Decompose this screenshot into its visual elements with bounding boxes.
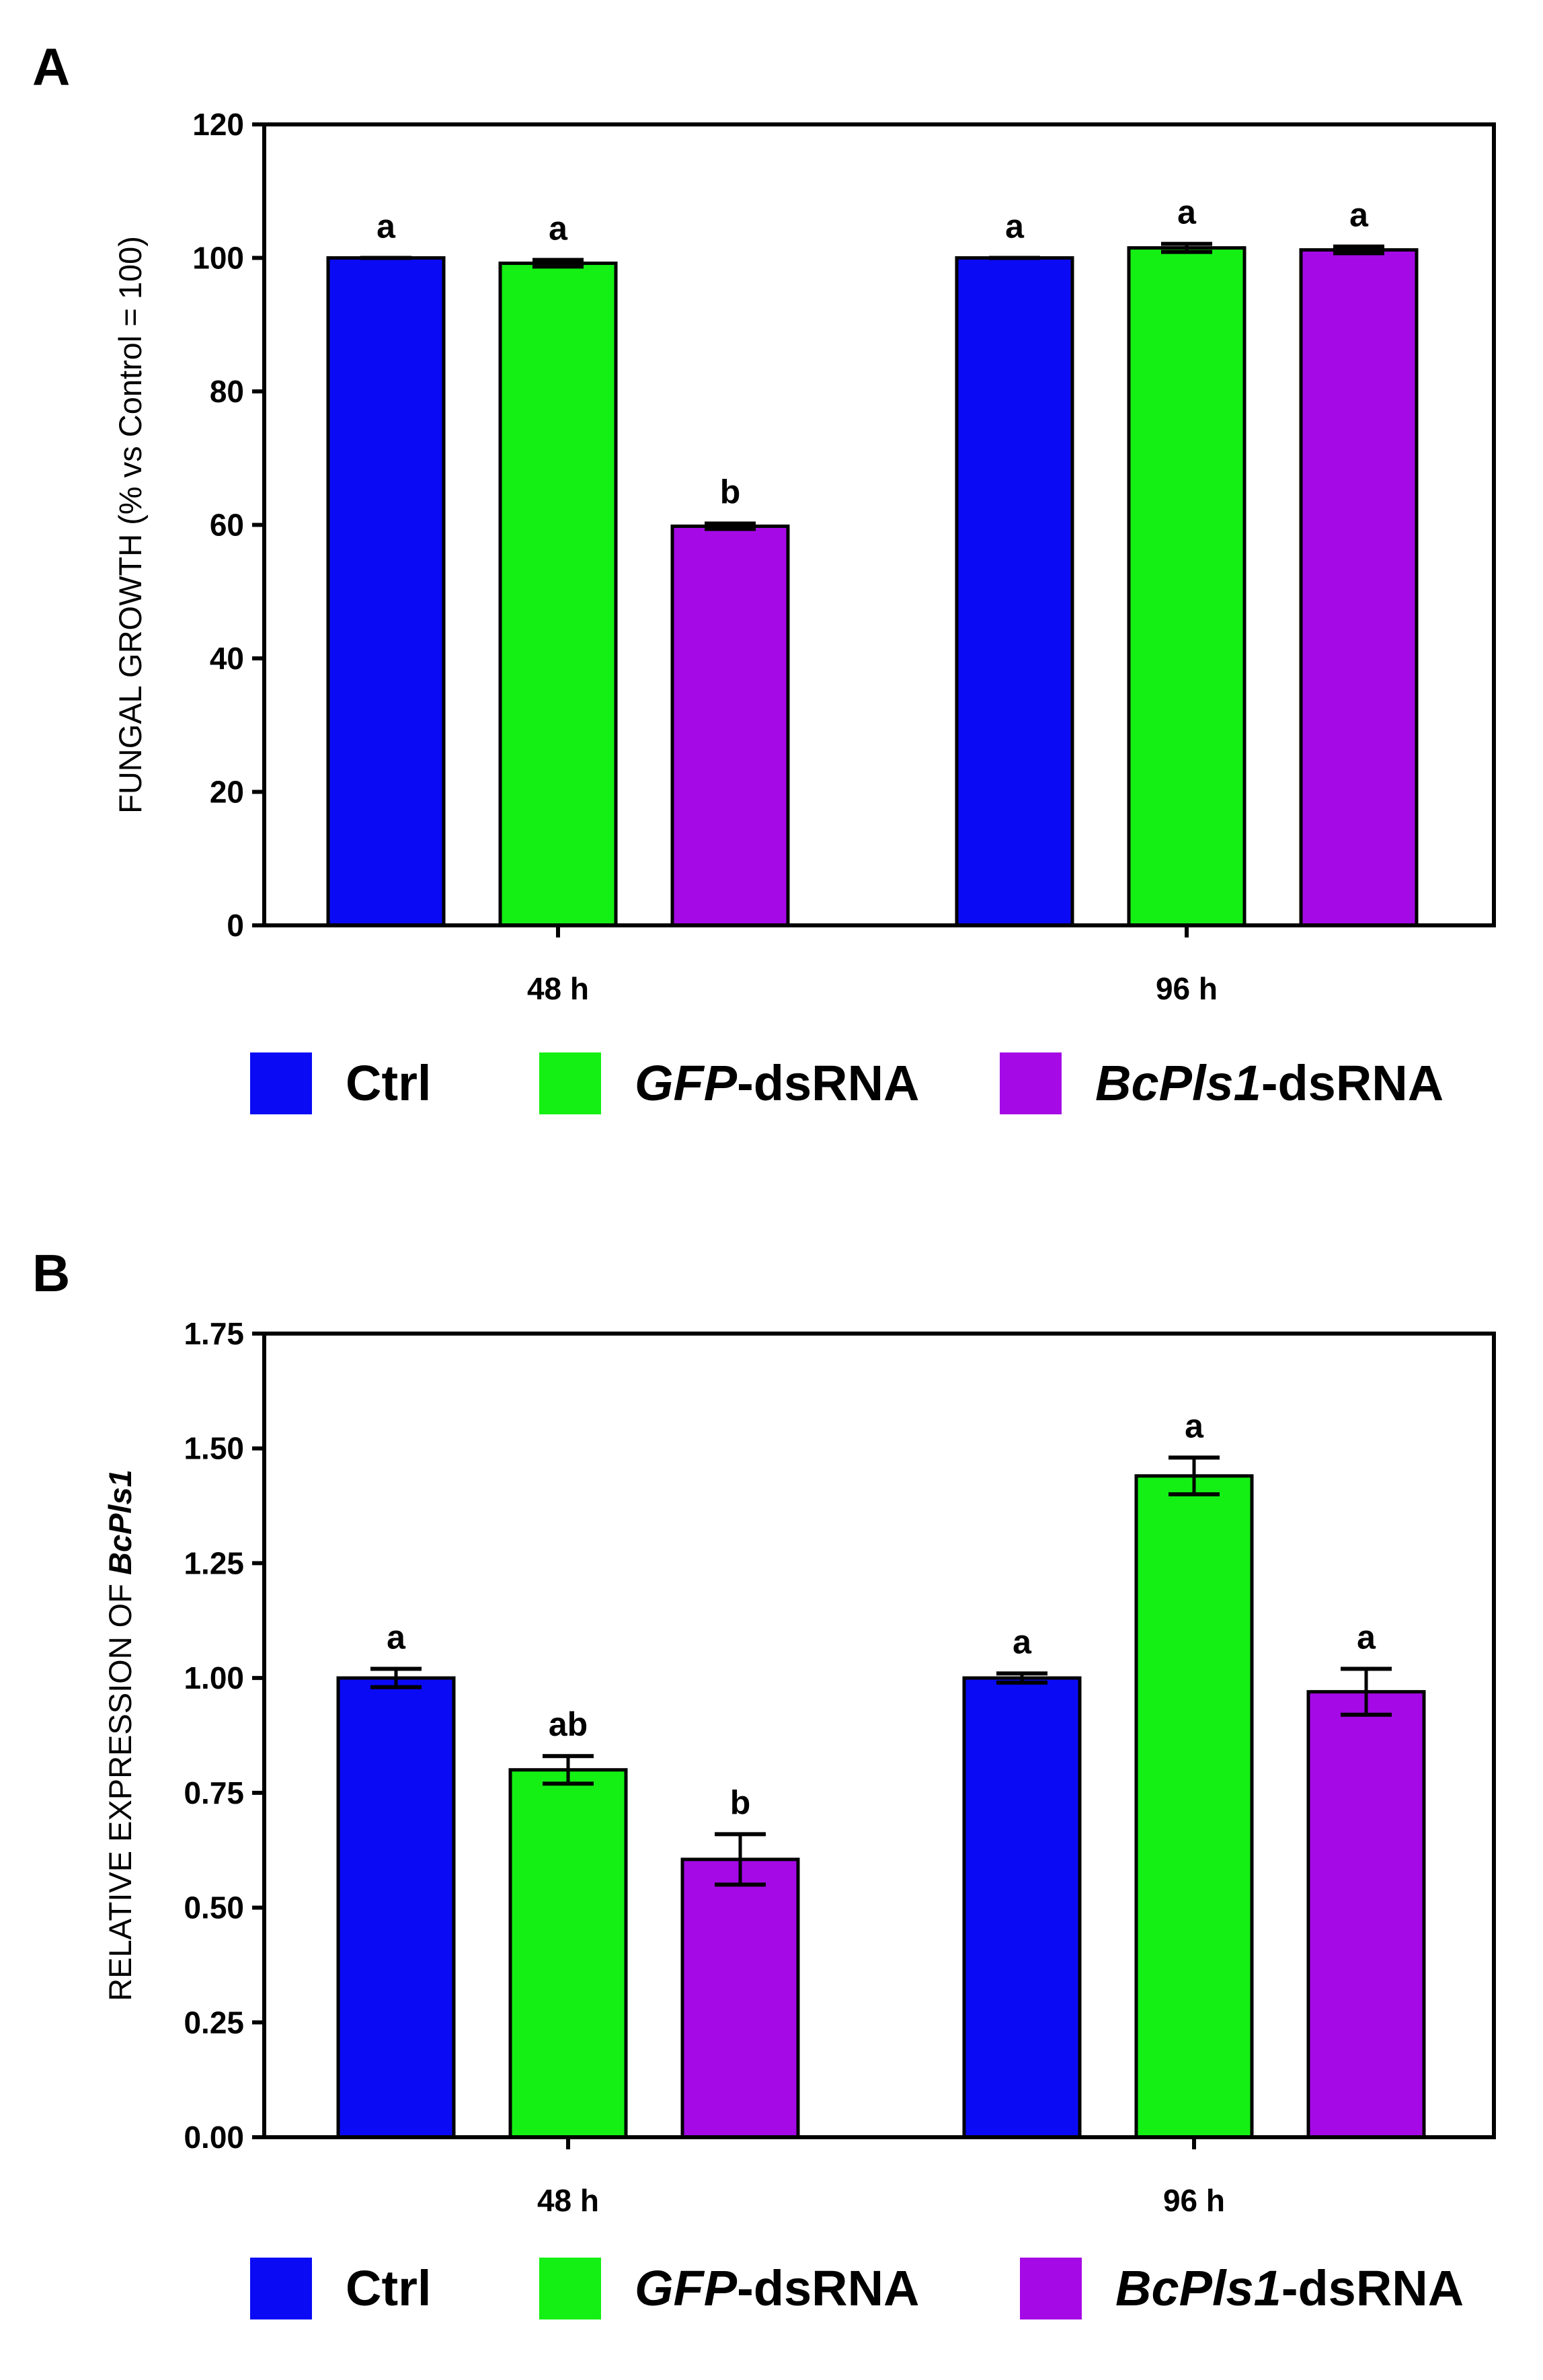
y-axis-title: FUNGAL GROWTH (% vs Control = 100)	[112, 236, 148, 814]
y-tick-label: 0.75	[184, 1775, 244, 1810]
bar	[336, 1676, 456, 2139]
significance-letter: a	[1185, 1407, 1204, 1445]
y-tick-label: 0.50	[184, 1890, 244, 1925]
legend-swatch	[539, 1052, 601, 1114]
y-tick-label: 1.25	[184, 1545, 244, 1580]
legend-label-text: -dsRNA	[737, 2260, 919, 2316]
bar	[680, 1857, 800, 2139]
y-tick-label: 1.00	[184, 1660, 244, 1695]
legend-label-italic: BcPls1	[1095, 1055, 1261, 1111]
y-tick-label: 40	[210, 641, 244, 676]
legend-swatch	[1020, 2258, 1082, 2319]
chart-panel-a: Aa a a a b a 0 20 40 60 80 100 120 48 h 96 h FUNGAL GRO…	[32, 37, 1496, 1114]
bar	[1299, 248, 1419, 927]
bar	[962, 1676, 1082, 2139]
panel-letter: A	[32, 37, 70, 96]
significance-letter: b	[720, 473, 741, 511]
legend-label-text: -dsRNA	[737, 1055, 919, 1111]
legend: Ctrl GFP-dsRNA BcPls1-dsRNA	[250, 1052, 1443, 1114]
y-axis-title-text: RELATIVE EXPRESSION OF	[102, 1575, 138, 2001]
y-tick-label: 120	[192, 107, 244, 142]
bar	[1306, 1690, 1426, 2139]
legend-label: BcPls1-dsRNA	[1115, 2260, 1464, 2316]
y-tick-label: 0	[227, 908, 244, 943]
significance-letter: a	[1177, 194, 1197, 231]
legend-label-text: -dsRNA	[1261, 1055, 1443, 1111]
significance-letter: a	[1349, 196, 1369, 234]
legend-label-text: Ctrl	[346, 1055, 431, 1111]
bar	[955, 256, 1074, 927]
legend-label: Ctrl	[346, 1055, 431, 1111]
bar	[1127, 246, 1247, 927]
significance-letter: a	[1005, 208, 1025, 245]
legend-label: Ctrl	[346, 2260, 431, 2316]
bar	[670, 524, 790, 927]
x-tick-label: 48 h	[537, 2183, 599, 2218]
bar	[498, 261, 618, 927]
bar	[1134, 1474, 1254, 2139]
chart-panel-b: Ba aababa0.000.250.500.751.001.251.501.75…	[32, 1243, 1496, 2319]
legend-label-text: Ctrl	[346, 2260, 431, 2316]
legend-label-italic: GFP	[635, 1055, 738, 1111]
y-tick-label: 20	[210, 775, 244, 810]
legend-swatch	[539, 2258, 601, 2319]
legend-swatch	[250, 2258, 312, 2319]
legend-label-italic: GFP	[635, 2260, 738, 2316]
legend-label: BcPls1-dsRNA	[1095, 1055, 1443, 1111]
bar	[326, 256, 446, 927]
x-tick-label: 96 h	[1156, 971, 1218, 1006]
plot-frame	[262, 1332, 1496, 2139]
x-tick-label: 48 h	[527, 971, 589, 1006]
y-axis-title: RELATIVE EXPRESSION OF BcPls1	[102, 1469, 138, 2001]
bar	[508, 1768, 628, 2139]
y-tick-label: 100	[192, 241, 244, 276]
significance-letter: ab	[549, 1705, 588, 1743]
significance-letter: a	[549, 209, 568, 247]
significance-letter: a	[387, 1618, 406, 1656]
legend-swatch	[1000, 1052, 1062, 1114]
significance-letter: b	[730, 1783, 751, 1821]
significance-letter: a	[1013, 1623, 1032, 1660]
significance-letter: a	[377, 208, 396, 245]
y-axis-title-italic: BcPls1	[102, 1469, 138, 1575]
legend-label: GFP-dsRNA	[635, 1055, 919, 1111]
x-tick-label: 96 h	[1163, 2183, 1225, 2218]
legend: Ctrl GFP-dsRNA BcPls1-dsRNA	[250, 2258, 1464, 2319]
y-tick-label: 0.25	[184, 2005, 244, 2040]
y-tick-label: 80	[210, 374, 244, 409]
legend-label-text: -dsRNA	[1281, 2260, 1464, 2316]
legend-label: GFP-dsRNA	[635, 2260, 919, 2316]
legend-label-italic: BcPls1	[1115, 2260, 1281, 2316]
legend-swatch	[250, 1052, 312, 1114]
panel-letter: B	[32, 1243, 70, 1303]
y-tick-label: 1.50	[184, 1431, 244, 1466]
y-tick-label: 1.75	[184, 1316, 244, 1351]
y-tick-label: 60	[210, 508, 244, 543]
significance-letter: a	[1357, 1618, 1376, 1656]
y-tick-label: 0.00	[184, 2120, 244, 2155]
y-axis-title-text: FUNGAL GROWTH (% vs Control = 100)	[112, 236, 148, 814]
